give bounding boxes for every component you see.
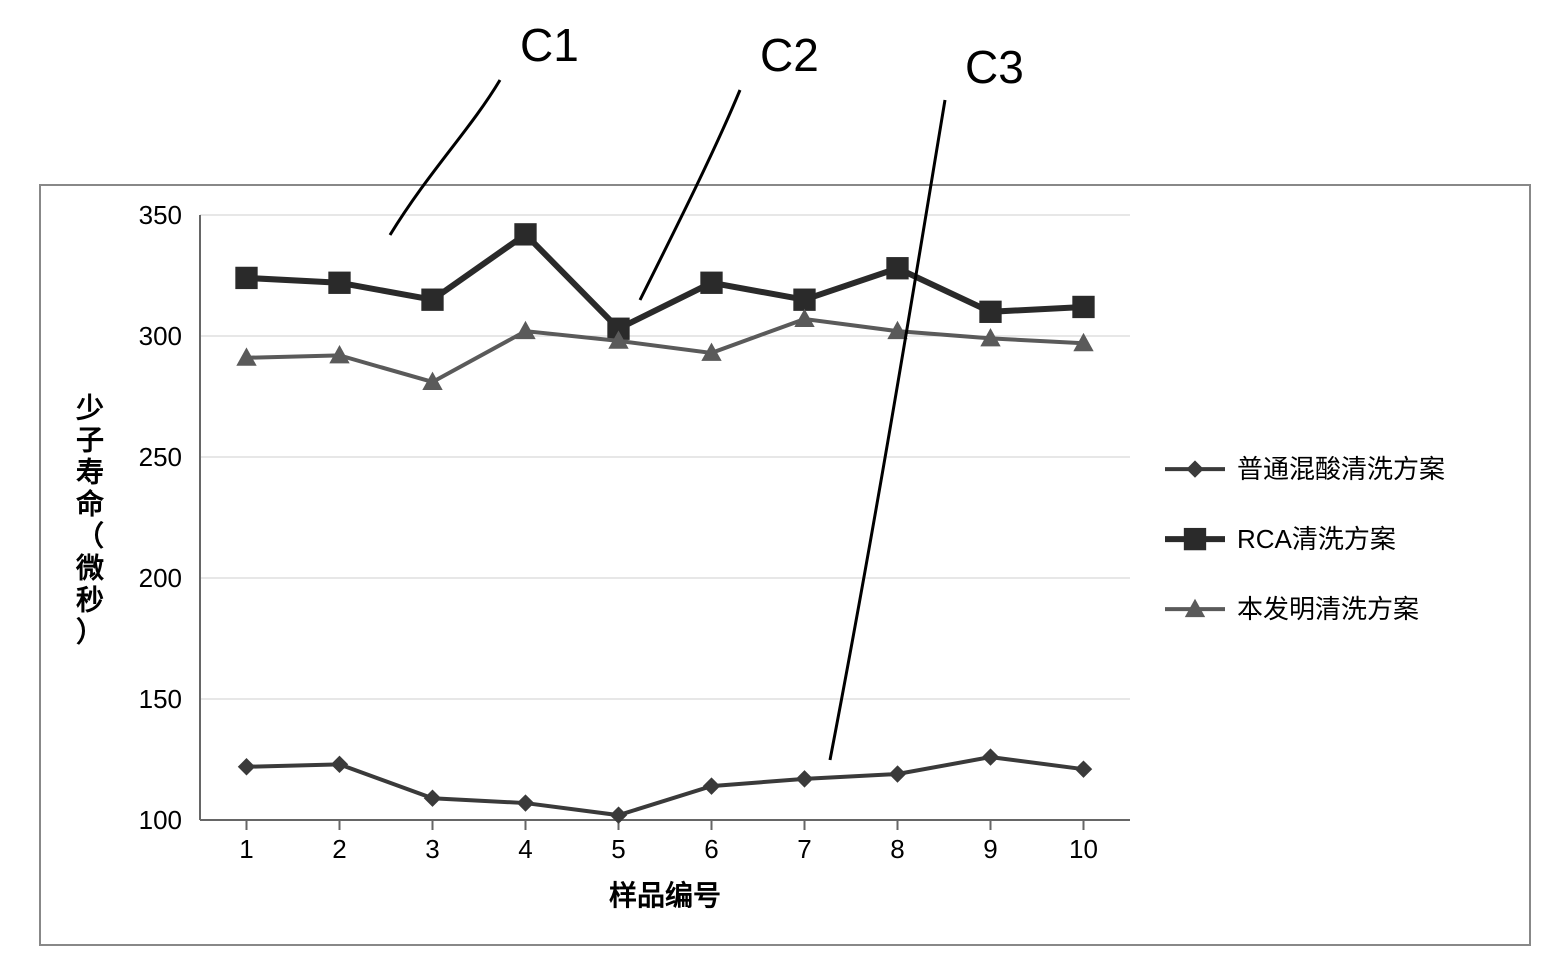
y-tick-label: 350 — [139, 200, 182, 230]
y-axis-label-char: 子 — [76, 425, 104, 456]
series-marker-c1 — [980, 301, 1001, 322]
y-tick-label: 100 — [139, 805, 182, 835]
x-axis-label: 样品编号 — [609, 879, 721, 911]
y-tick-label: 200 — [139, 563, 182, 593]
y-tick-label: 250 — [139, 442, 182, 472]
x-tick-label: 4 — [518, 834, 532, 864]
y-axis-label-char: （ — [76, 520, 104, 552]
y-tick-label: 150 — [139, 684, 182, 714]
legend-label: RCA清洗方案 — [1237, 524, 1396, 554]
x-tick-label: 5 — [611, 834, 625, 864]
y-axis-label-char: ） — [76, 616, 104, 648]
y-axis-label-char: 微 — [75, 553, 104, 584]
x-tick-label: 8 — [890, 834, 904, 864]
legend-label: 本发明清洗方案 — [1237, 594, 1419, 624]
y-axis-label-char: 少 — [76, 393, 104, 424]
figure-root: { "annotations": { "c1": { "text": "C1",… — [0, 0, 1559, 954]
x-tick-label: 9 — [983, 834, 997, 864]
series-marker-c1 — [1073, 296, 1094, 317]
y-axis-label-char: 命 — [76, 488, 105, 520]
series-marker-c1 — [422, 289, 443, 310]
annotation-c2: C2 — [760, 28, 819, 82]
y-axis-label-char: 秒 — [76, 585, 104, 616]
x-tick-label: 10 — [1069, 834, 1098, 864]
series-marker-c1 — [794, 289, 815, 310]
x-tick-label: 7 — [797, 834, 811, 864]
series-marker-c1 — [887, 258, 908, 279]
x-tick-label: 1 — [239, 834, 253, 864]
series-marker-c1 — [236, 267, 257, 288]
annotation-c3: C3 — [965, 40, 1024, 94]
chart-svg: 100 150 200 250 300 350 1 2 3 4 5 6 7 8 9 10 样品编号 少子寿命（微秒… — [0, 0, 1559, 954]
x-tick-label: 3 — [425, 834, 439, 864]
legend-marker — [1184, 528, 1205, 549]
series-marker-c1 — [329, 272, 350, 293]
legend-label: 普通混酸清洗方案 — [1237, 454, 1445, 484]
series-marker-c1 — [701, 272, 722, 293]
y-tick-label: 300 — [139, 321, 182, 351]
x-tick-label: 6 — [704, 834, 718, 864]
x-tick-label: 2 — [332, 834, 346, 864]
annotation-c1: C1 — [520, 18, 579, 72]
y-axis-label-char: 寿 — [76, 457, 104, 488]
series-marker-c1 — [515, 224, 536, 245]
